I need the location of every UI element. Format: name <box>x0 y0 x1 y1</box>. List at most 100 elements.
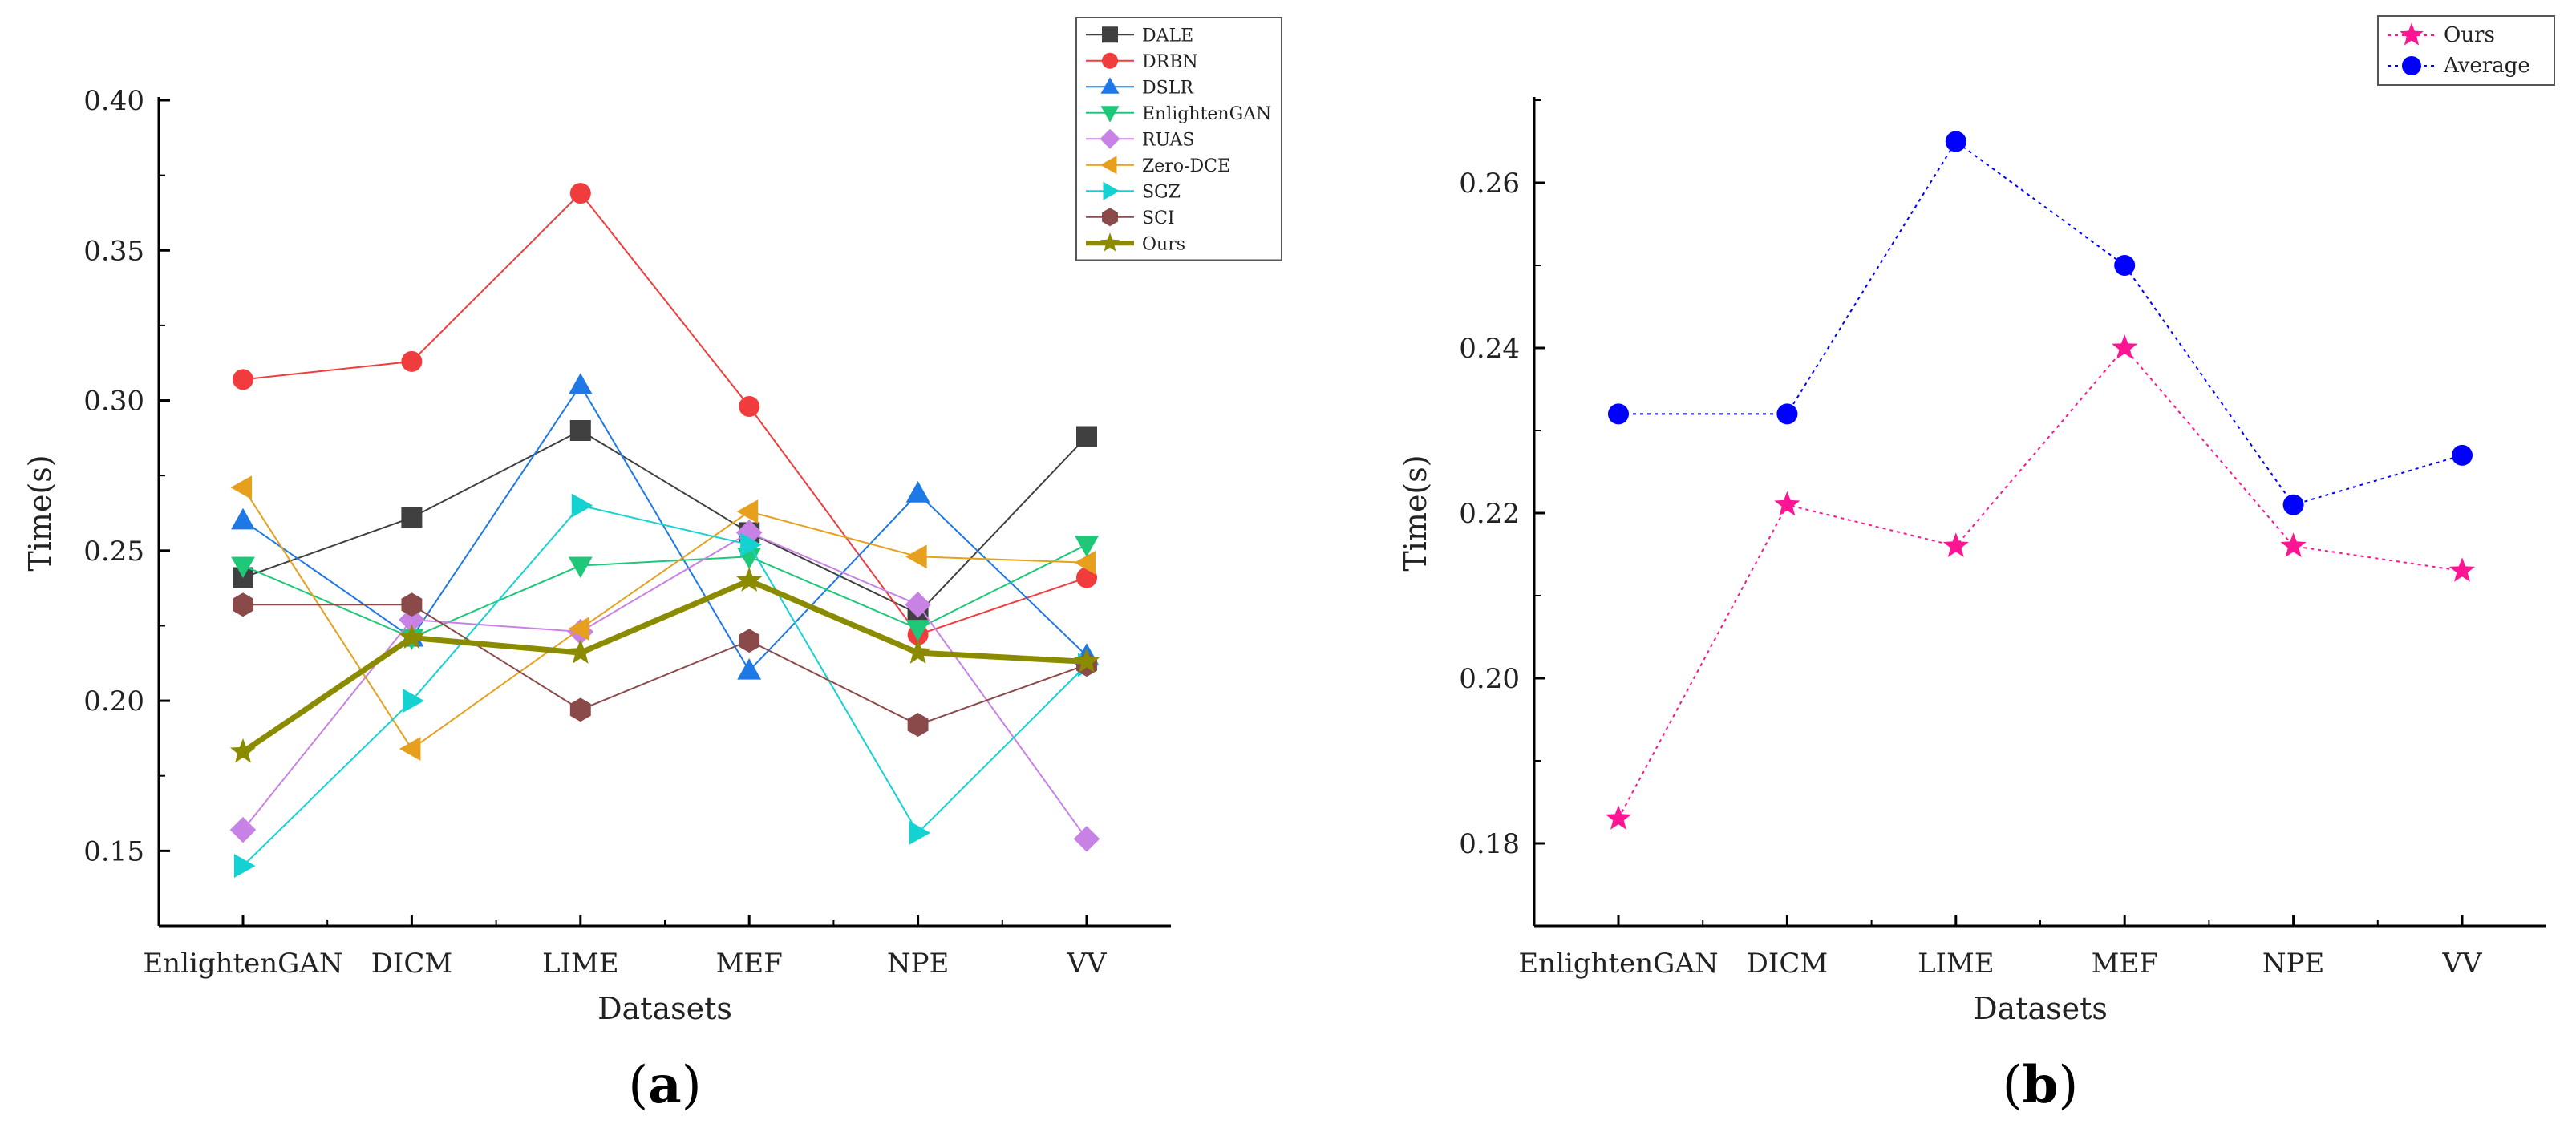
series-sgz-point[interactable] <box>403 689 424 714</box>
x-tick-label: VV <box>2441 948 2483 980</box>
series-drbn-point[interactable] <box>569 183 591 204</box>
series-zero-dce-point[interactable] <box>399 737 421 761</box>
legend-marker[interactable] <box>1100 77 1120 94</box>
series-drbn-point[interactable] <box>401 350 423 372</box>
series-enlightengan-point[interactable] <box>1075 536 1099 557</box>
legend-label: EnlightenGAN <box>1142 104 1271 124</box>
series-ours-point[interactable] <box>1605 805 1632 830</box>
panel-label: (a) <box>628 1055 701 1115</box>
series-ruas-point[interactable] <box>229 816 257 843</box>
series-ours-point[interactable] <box>1774 491 1800 516</box>
series-ours-point[interactable] <box>2448 557 2476 582</box>
series-average-point[interactable] <box>2452 444 2473 466</box>
series-average-point[interactable] <box>2114 255 2136 276</box>
panel-label-paren: ( <box>628 1056 648 1115</box>
series-average-point[interactable] <box>2282 494 2304 515</box>
series-drbn-point[interactable] <box>233 369 253 390</box>
series-sci-point[interactable] <box>739 629 760 653</box>
series-ours-point[interactable] <box>2280 532 2307 557</box>
y-tick-label: 0.40 <box>83 85 144 117</box>
legend-marker[interactable] <box>2400 22 2424 46</box>
x-tick-label: NPE <box>2262 948 2324 980</box>
panel-label-paren: ) <box>2058 1056 2078 1115</box>
x-tick-label: VV <box>1066 948 1108 980</box>
series-sci-point[interactable] <box>401 592 423 617</box>
series-zero-dce-point[interactable] <box>736 499 759 524</box>
panel-label: (b) <box>2003 1055 2079 1115</box>
series-dslr-point[interactable] <box>905 481 930 503</box>
y-tick-label: 0.24 <box>1459 333 1520 365</box>
series-dale-point[interactable] <box>569 420 591 441</box>
series-ruas-point[interactable] <box>1073 826 1100 852</box>
series-ours-line <box>241 577 1088 754</box>
series-ours-point[interactable] <box>399 624 425 649</box>
series-enlightengan-point[interactable] <box>568 556 593 579</box>
series-ours-point[interactable] <box>905 639 931 664</box>
panel-label-paren: ) <box>682 1056 702 1115</box>
series-enlightengan-line <box>242 544 1088 639</box>
legend-marker[interactable] <box>1100 232 1120 252</box>
series-dslr <box>231 373 1099 680</box>
x-tick-label: DICM <box>1747 948 1829 980</box>
series-ours-point[interactable] <box>2112 334 2138 359</box>
x-axis-title: Datasets <box>1973 991 2108 1026</box>
x-tick-label: NPE <box>887 948 949 980</box>
series-average-point[interactable] <box>1608 403 1629 425</box>
series-dale-point[interactable] <box>1076 426 1097 447</box>
series-sgz-point[interactable] <box>909 820 931 845</box>
y-tick-label: 0.18 <box>1459 828 1520 860</box>
legend-label: SCI <box>1142 208 1175 228</box>
series-ruas-line <box>242 532 1088 839</box>
series-sci-point[interactable] <box>233 592 253 617</box>
series-enlightengan-point[interactable] <box>905 620 930 641</box>
series-dslr-point[interactable] <box>737 658 762 680</box>
series-ours-point[interactable] <box>1073 648 1100 673</box>
series-ours-point[interactable] <box>1942 532 1969 557</box>
series-zero-dce-point[interactable] <box>905 544 927 569</box>
series-sci-point[interactable] <box>569 697 591 722</box>
series-zero-dce-point[interactable] <box>230 475 253 500</box>
legend-label: SGZ <box>1142 182 1181 202</box>
legend-marker[interactable] <box>1100 128 1120 149</box>
legend-marker[interactable] <box>1102 208 1118 227</box>
series-ours-point[interactable] <box>736 567 763 592</box>
legend-label: Average <box>2443 54 2530 78</box>
series-zero-dce-point[interactable] <box>568 617 589 641</box>
x-tick-label: DICM <box>371 948 453 980</box>
legend-marker[interactable] <box>1102 26 1118 43</box>
y-tick-label: 0.20 <box>1459 663 1520 695</box>
legend-marker[interactable] <box>1103 181 1120 200</box>
series-zero-dce-point[interactable] <box>1074 550 1096 575</box>
series-dslr-point[interactable] <box>231 507 255 530</box>
legend-marker[interactable] <box>1100 106 1120 123</box>
series-sgz-point[interactable] <box>233 854 256 879</box>
legend-marker[interactable] <box>2402 56 2421 75</box>
series-ours <box>229 567 1100 763</box>
series-dale <box>233 420 1097 625</box>
legend-label: Zero-DCE <box>1142 156 1230 176</box>
x-tick-label: LIME <box>1918 948 1995 980</box>
series-enlightengan <box>231 536 1099 651</box>
series-dale-point[interactable] <box>401 507 423 528</box>
series-average-point[interactable] <box>1776 403 1798 425</box>
y-axis-title: Time(s) <box>22 455 58 571</box>
series-ours-point[interactable] <box>229 738 257 763</box>
series-sci-point[interactable] <box>907 713 929 737</box>
y-axis-title: Time(s) <box>1398 455 1433 571</box>
x-axis-title: Datasets <box>597 991 732 1026</box>
series-average-point[interactable] <box>1945 131 1966 152</box>
legend-marker[interactable] <box>1102 52 1118 69</box>
series-ruas-point[interactable] <box>905 591 931 618</box>
x-tick-label: MEF <box>716 948 783 980</box>
series-sgz-point[interactable] <box>571 493 593 518</box>
panel-label-letter: b <box>2023 1055 2059 1115</box>
series-drbn-point[interactable] <box>739 396 760 418</box>
y-tick-label: 0.30 <box>83 386 144 418</box>
series-dslr-point[interactable] <box>568 373 593 394</box>
series-ruas-point[interactable] <box>399 606 425 633</box>
series-sgz-point[interactable] <box>740 532 762 557</box>
series-ours-point[interactable] <box>567 639 593 664</box>
series-enlightengan-point[interactable] <box>231 556 255 579</box>
legend-marker[interactable] <box>1100 156 1117 175</box>
y-tick-label: 0.35 <box>83 235 144 267</box>
